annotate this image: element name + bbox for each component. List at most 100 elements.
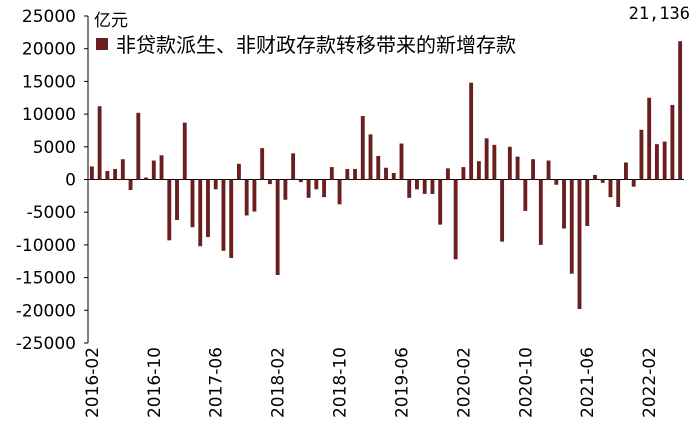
bar [407, 179, 412, 198]
bar [159, 155, 164, 180]
bar [600, 179, 605, 183]
bar [345, 169, 350, 180]
bar [647, 97, 652, 180]
bar [291, 153, 296, 180]
legend: 非贷款派生、非财政存款转移带来的新增存款 [96, 29, 516, 58]
bar [461, 167, 466, 180]
bar [469, 82, 474, 180]
bar [585, 179, 590, 226]
bar [476, 161, 481, 180]
bar [577, 179, 582, 309]
bar [298, 179, 303, 183]
bar [569, 179, 574, 274]
bar [221, 179, 226, 251]
bar [639, 129, 644, 180]
bar [97, 106, 102, 180]
bar [531, 159, 535, 180]
bar [89, 166, 94, 180]
bar [252, 179, 257, 212]
bar [175, 179, 179, 221]
bar [368, 134, 373, 180]
y-tick-label: -5000 [27, 203, 76, 223]
bar [546, 160, 551, 180]
bar [422, 179, 427, 194]
bar [678, 41, 683, 180]
bar [554, 179, 559, 185]
bar [206, 179, 210, 238]
bar [453, 179, 458, 260]
bar [430, 179, 435, 194]
bar [353, 169, 357, 180]
bar [113, 169, 118, 180]
bar [616, 179, 621, 207]
bar [484, 138, 489, 180]
bar [500, 179, 505, 242]
bar [523, 179, 528, 211]
bar [608, 179, 613, 198]
bar [329, 167, 334, 180]
bar [198, 179, 203, 247]
x-tick-label: 2020-10 [516, 347, 536, 418]
bar [144, 177, 148, 180]
bar [624, 162, 628, 180]
y-tick-label: -15000 [16, 269, 76, 289]
bar [670, 104, 675, 180]
bar [120, 159, 125, 180]
bar [283, 179, 288, 200]
bar [507, 146, 512, 180]
bar [260, 148, 265, 180]
bar [438, 179, 443, 225]
y-tick-label: 0 [65, 171, 76, 191]
x-tick-label: 2021-06 [578, 347, 598, 418]
peak-annotation: 21,136 [628, 4, 690, 24]
bar [445, 168, 450, 180]
y-tick-label: 10000 [22, 105, 76, 125]
bar [492, 144, 497, 180]
bar [190, 179, 195, 228]
y-tick-label: 20000 [22, 40, 76, 60]
bar [415, 179, 419, 190]
x-tick-label: 2020-02 [454, 347, 474, 418]
bar [322, 179, 327, 198]
y-tick-label: 15000 [22, 72, 76, 92]
bar [593, 174, 597, 180]
bar [229, 179, 234, 258]
unit-label: 亿元 [94, 11, 128, 31]
bar [213, 179, 218, 190]
bar [384, 167, 388, 180]
bar [167, 179, 172, 241]
bar [391, 172, 396, 180]
bar [237, 163, 241, 180]
bar [136, 112, 141, 180]
bar [399, 143, 404, 180]
y-tick-label: 25000 [22, 7, 76, 27]
bar [515, 156, 520, 180]
y-tick-label: -25000 [16, 334, 76, 354]
bar [538, 179, 543, 245]
bar [244, 179, 249, 216]
x-tick-label: 2017-06 [207, 347, 227, 418]
bar [337, 179, 342, 205]
bar [151, 160, 156, 180]
x-tick-label: 2018-10 [331, 347, 351, 418]
bar [654, 144, 659, 180]
x-tick-label: 2022-02 [640, 347, 660, 418]
bar [105, 170, 110, 180]
x-tick-label: 2016-10 [145, 347, 165, 418]
y-tick-label: -20000 [16, 301, 76, 321]
bar [314, 179, 319, 190]
bar [662, 141, 667, 180]
bar [306, 179, 311, 198]
legend-label: 非贷款派生、非财政存款转移带来的新增存款 [116, 33, 516, 57]
bar [267, 179, 272, 185]
bar [182, 122, 187, 180]
bar [631, 179, 636, 187]
legend-swatch [96, 37, 108, 50]
bar [275, 179, 280, 275]
bar [128, 179, 133, 190]
bar [376, 155, 381, 180]
bar [360, 116, 365, 180]
x-tick-label: 2016-02 [83, 347, 103, 418]
x-tick-label: 2018-02 [269, 347, 289, 418]
